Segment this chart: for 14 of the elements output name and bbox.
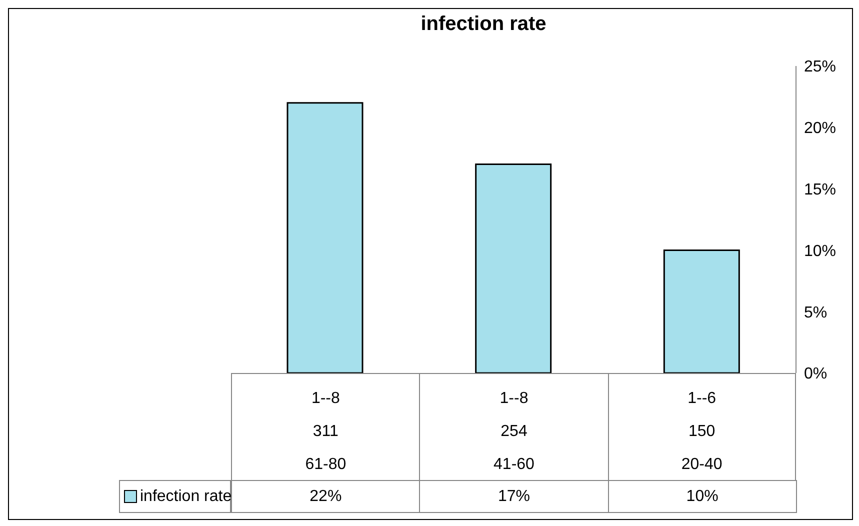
x-tick-label: 1--8 254 41-60 <box>492 389 536 475</box>
chart-title: infection rate <box>420 13 548 36</box>
x-tick-label: 1--6 150 20-40 <box>680 389 724 475</box>
y-tick-label: 15% <box>804 181 836 198</box>
x-tick-label: 1--8 311 61-80 <box>304 389 348 475</box>
data-label: 10% <box>608 480 797 513</box>
data-label: 22% <box>231 480 420 513</box>
legend-label: infection rate <box>119 480 232 513</box>
y-tick-label: 0% <box>804 366 828 383</box>
y-tick-label: 25% <box>804 58 836 76</box>
y-tick-label: 20% <box>804 120 836 138</box>
y-tick-label: 5% <box>804 304 828 322</box>
y-tick-label: 10% <box>804 242 836 260</box>
data-label: 17% <box>419 480 609 513</box>
